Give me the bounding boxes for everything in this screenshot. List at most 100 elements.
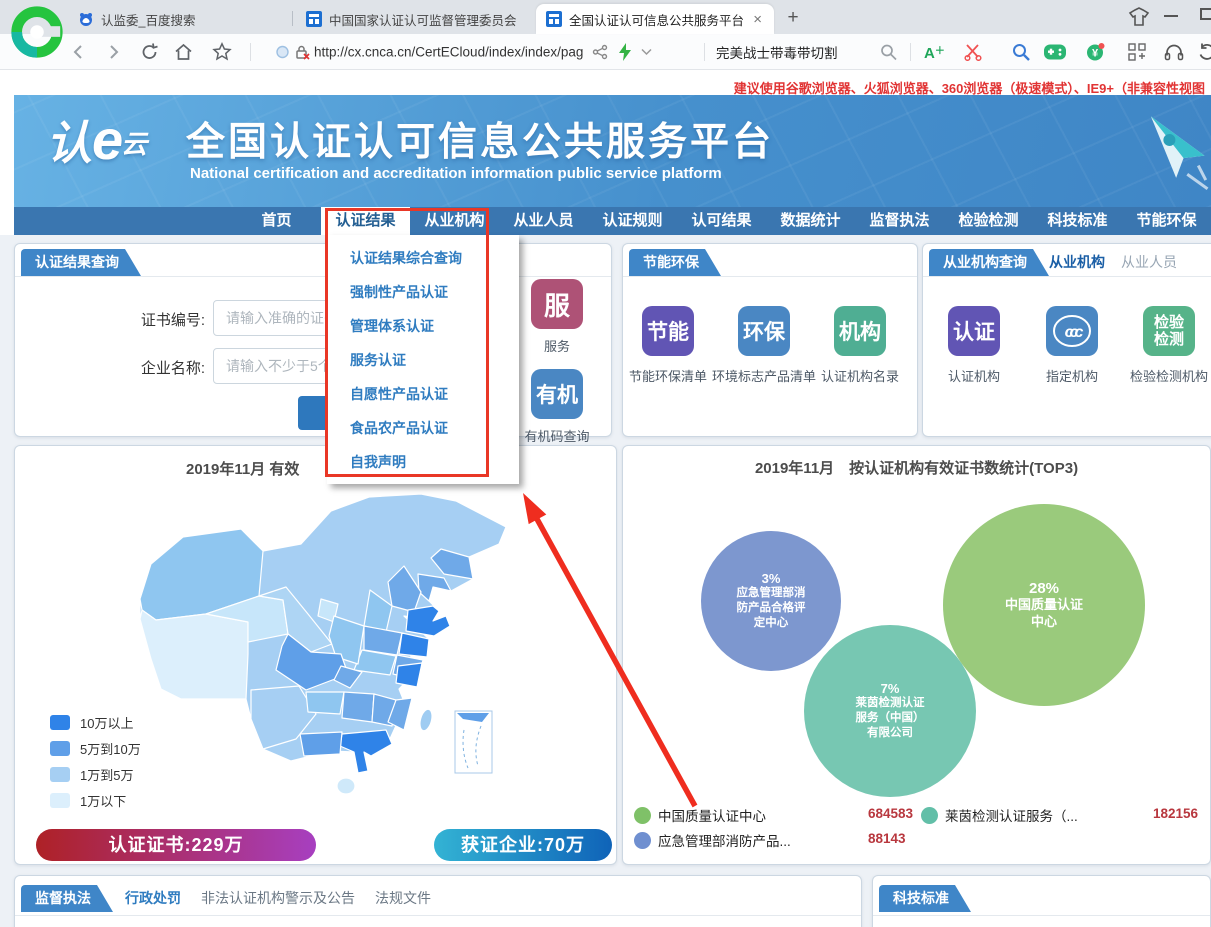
- new-tab-button[interactable]: +: [787, 7, 799, 28]
- south-china-sea-inset: [454, 710, 493, 774]
- tab-illegal-org-warnings[interactable]: 非法认证机构警示及公告: [201, 890, 355, 906]
- energy-saving-label: 节能环保清单: [629, 369, 708, 384]
- refresh-icon[interactable]: [140, 42, 159, 61]
- inspection-glyph-line2: 检测: [1153, 331, 1184, 348]
- service-cert-icon[interactable]: 服: [531, 279, 583, 329]
- share-icon[interactable]: [592, 44, 608, 60]
- browser-toolbar: http://cx.cnca.cn/CertECloud/index/index…: [0, 34, 1211, 70]
- tab-practicing-orgs[interactable]: 从业机构: [1049, 254, 1105, 270]
- nav-item-inspection-testing[interactable]: 检验检测: [958, 212, 1019, 229]
- find-magnifier-icon[interactable]: [1012, 43, 1030, 61]
- menu-item-management-system-cert[interactable]: 管理体系认证: [350, 318, 434, 334]
- ccc-designated-org-icon[interactable]: ccc: [1046, 306, 1098, 356]
- search-icon[interactable]: [880, 43, 897, 60]
- bubble-line: 莱茵检测认证: [855, 697, 925, 710]
- svg-text:ccc: ccc: [1065, 324, 1084, 341]
- menu-item-food-agri-cert[interactable]: 食品农产品认证: [350, 420, 448, 436]
- legend-swatch: [50, 793, 70, 808]
- nav-item-practitioners[interactable]: 从业人员: [513, 212, 574, 229]
- tab-strip: 认监委_百度搜索 中国国家认证认可监督管理委员会 全国认证认可信息公共服务平台 …: [0, 0, 1211, 58]
- back-icon[interactable]: [70, 43, 88, 61]
- bubble-chart-title: 2019年11月 按认证机构有效证书数统计(TOP3): [754, 460, 1079, 477]
- site-shield-icon[interactable]: [276, 45, 289, 58]
- nav-item-tech-standards[interactable]: 科技标准: [1047, 212, 1108, 229]
- wallet-yuan-icon[interactable]: ¥: [1086, 42, 1105, 61]
- tab-practitioners[interactable]: 从业人员: [1121, 254, 1177, 270]
- url-address[interactable]: http://cx.cnca.cn/CertECloud/index/index…: [314, 44, 584, 59]
- legend-label: 5万到10万: [80, 742, 141, 757]
- cert-org-icon[interactable]: 认证: [948, 306, 1000, 356]
- map-legend-item: 10万以上: [50, 713, 133, 732]
- legend-swatch: [50, 741, 70, 756]
- nav-item-data-statistics[interactable]: 数据统计: [780, 212, 841, 229]
- undo-restore-icon[interactable]: [1198, 43, 1211, 61]
- skin-theme-icon[interactable]: [1128, 7, 1150, 27]
- bubble-legend-item: 应急管理部消防产品...: [634, 830, 791, 850]
- site-logo: 认e云: [46, 107, 147, 173]
- url-dropdown-chevron-icon[interactable]: [641, 48, 652, 56]
- panel-tab-label: 认证结果查询: [21, 249, 141, 276]
- close-tab-icon[interactable]: ×: [753, 10, 762, 28]
- tab-baidu-search[interactable]: 认监委_百度搜索: [68, 4, 294, 34]
- tab-service-platform-active[interactable]: 全国认证认可信息公共服务平台 ×: [536, 4, 774, 34]
- insecure-lock-icon[interactable]: [294, 44, 310, 60]
- games-gamepad-icon[interactable]: [1044, 44, 1066, 59]
- favorite-star-icon[interactable]: [212, 41, 232, 62]
- bubble-line: 中国质量认证: [1004, 596, 1083, 612]
- menu-item-self-declaration[interactable]: 自我声明: [350, 454, 406, 470]
- menu-item-compulsory-product-cert[interactable]: 强制性产品认证: [350, 284, 448, 300]
- screenshot-scissors-icon[interactable]: [964, 43, 982, 61]
- maximize-button[interactable]: [1200, 8, 1211, 20]
- browser-logo-icon[interactable]: [8, 2, 66, 62]
- speed-mode-lightning-icon[interactable]: [618, 42, 632, 61]
- company-name-label: 企业名称:: [140, 360, 205, 377]
- tab-title: 认监委_百度搜索: [101, 13, 196, 28]
- panel-tab-label: 科技标准: [879, 885, 971, 912]
- nav-item-accreditation-results[interactable]: 认可结果: [691, 212, 752, 229]
- inspection-org-label: 检验检测机构: [1130, 369, 1209, 384]
- menu-item-service-cert[interactable]: 服务认证: [350, 352, 406, 368]
- panel-header: 科技标准: [873, 876, 1210, 916]
- legend-name: 应急管理部消防产品...: [658, 834, 791, 849]
- toolbar-separator: [250, 42, 251, 61]
- environment-icon[interactable]: 环保: [738, 306, 790, 356]
- organic-code-icon[interactable]: 有机: [531, 369, 583, 419]
- menu-item-comprehensive-query[interactable]: 认证结果综合查询: [350, 250, 462, 266]
- bubble-tuv-rheinland: 7% 莱茵检测认证 服务（中国） 有限公司: [804, 625, 976, 797]
- translate-icon[interactable]: A＋: [924, 44, 945, 62]
- platform-favicon-icon: [546, 11, 562, 27]
- tab-regulations[interactable]: 法规文件: [375, 890, 431, 906]
- legend-swatch: [50, 715, 70, 730]
- nav-item-certification-results[interactable]: 认证结果: [321, 207, 410, 235]
- map-legend-item: 5万到10万: [50, 739, 141, 758]
- legend-name: 莱茵检测认证服务（...: [945, 809, 1078, 824]
- forward-icon[interactable]: [104, 43, 122, 61]
- organization-list-icon[interactable]: 机构: [834, 306, 886, 356]
- home-icon[interactable]: [174, 42, 193, 61]
- minimize-button[interactable]: [1164, 15, 1178, 17]
- bubble-percent: 7%: [880, 681, 900, 697]
- bubble-line: 中心: [1030, 613, 1057, 629]
- nav-item-home[interactable]: 首页: [261, 212, 292, 229]
- nav-item-energy-environment[interactable]: 节能环保: [1136, 212, 1197, 229]
- bubble-legend-item: 莱茵检测认证服务（...: [921, 805, 1078, 825]
- legend-label: 1万到5万: [80, 768, 134, 783]
- toolbar-separator: [910, 42, 911, 61]
- logo-cn: 认: [46, 117, 92, 169]
- nav-item-practicing-organizations[interactable]: 从业机构: [424, 212, 485, 229]
- energy-saving-icon[interactable]: 节能: [642, 306, 694, 356]
- headset-icon[interactable]: [1164, 42, 1184, 61]
- cert-org-label: 认证机构: [948, 369, 1001, 384]
- apps-grid-icon[interactable]: [1128, 42, 1146, 61]
- menu-item-voluntary-product-cert[interactable]: 自愿性产品认证: [350, 386, 448, 402]
- site-title: 全国认证认可信息公共服务平台: [186, 121, 775, 164]
- inspection-testing-icon[interactable]: 检验 检测: [1143, 306, 1195, 356]
- tab-admin-penalty[interactable]: 行政处罚: [125, 890, 181, 906]
- legend-swatch: [50, 767, 70, 782]
- logo-yun: 云: [121, 129, 148, 159]
- nav-item-supervision[interactable]: 监督执法: [869, 212, 930, 229]
- search-input[interactable]: 完美战士带毒带切割: [716, 45, 838, 61]
- nav-item-certification-rules[interactable]: 认证规则: [602, 212, 663, 229]
- tab-cnca-committee[interactable]: 中国国家认证认可监督管理委员会: [296, 4, 532, 34]
- legend-name: 中国质量认证中心: [658, 809, 766, 824]
